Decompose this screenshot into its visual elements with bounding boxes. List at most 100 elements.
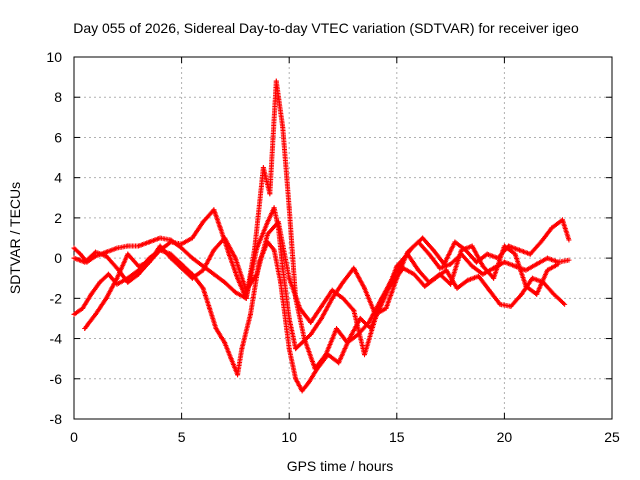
data-point: [544, 255, 550, 261]
data-point: [508, 303, 514, 309]
data-point: [239, 346, 245, 352]
data-point: [179, 241, 185, 247]
data-point: [71, 245, 77, 251]
data-point: [88, 291, 94, 297]
data-point: [278, 279, 284, 285]
data-point: [243, 287, 249, 293]
chart-title: Day 055 of 2026, Sidereal Day-to-day VTE…: [73, 20, 579, 36]
data-point: [443, 267, 449, 273]
data-point: [491, 275, 497, 281]
data-point: [136, 243, 142, 249]
data-point: [318, 315, 324, 321]
x-axis-label: GPS time / hours: [287, 458, 394, 474]
data-point: [566, 257, 572, 263]
data-point: [80, 305, 86, 311]
data-point: [366, 319, 372, 325]
y-tick-label: -2: [50, 290, 63, 306]
data-point: [476, 273, 482, 279]
y-tick-label: 8: [54, 89, 62, 105]
data-point: [71, 255, 77, 261]
data-track: [71, 78, 571, 372]
data-point: [484, 251, 490, 257]
data-point: [308, 332, 314, 338]
data-point: [301, 336, 307, 342]
data-point: [286, 346, 292, 352]
data-point: [125, 243, 131, 249]
data-point: [405, 251, 411, 257]
data-point: [415, 267, 421, 273]
data-point: [168, 239, 174, 245]
data-point: [534, 261, 540, 267]
axis-ticks: [73, 56, 613, 420]
data-point: [362, 352, 368, 358]
data-point: [383, 305, 389, 311]
data-point: [437, 265, 443, 271]
data-point: [280, 124, 286, 130]
data-point: [286, 205, 292, 211]
data-point: [458, 247, 464, 253]
data-point: [372, 315, 378, 321]
data-point: [103, 253, 109, 259]
data-point: [560, 217, 566, 223]
data-point: [362, 285, 368, 291]
data-point: [97, 279, 103, 285]
y-tick-label: 10: [46, 49, 62, 65]
data-point: [357, 315, 363, 321]
data-point: [125, 279, 131, 285]
data-point: [211, 247, 217, 253]
data-point: [114, 245, 120, 251]
data-point: [411, 271, 417, 277]
data-point: [146, 239, 152, 245]
y-axis-label: SDTVAR / TECUs: [7, 182, 23, 294]
data-point: [146, 259, 152, 265]
data-point: [252, 245, 258, 251]
data-point: [383, 291, 389, 297]
data-point: [273, 78, 279, 84]
data-point: [473, 259, 479, 265]
data-point: [549, 225, 555, 231]
data-point: [254, 271, 260, 277]
data-point: [538, 239, 544, 245]
data-point: [280, 265, 286, 271]
data-point: [265, 219, 271, 225]
data-point: [82, 326, 88, 331]
data-point: [77, 251, 83, 257]
data-point: [136, 263, 142, 269]
data-point: [189, 275, 195, 281]
data-point: [211, 271, 217, 277]
data-point: [93, 311, 99, 317]
data-point: [157, 243, 163, 249]
data-point: [409, 245, 415, 251]
data-point: [519, 291, 525, 297]
y-tick-label: 0: [54, 250, 62, 266]
data-point: [562, 301, 568, 307]
data-point: [222, 279, 228, 285]
data-point: [105, 271, 111, 277]
data-point: [394, 263, 400, 269]
data-point: [114, 275, 120, 281]
data-point: [271, 205, 277, 211]
data-point: [260, 165, 266, 171]
data-point: [200, 267, 206, 273]
x-tick-labels: 0 5 10 15 20 25: [70, 429, 620, 445]
data-point: [400, 265, 406, 271]
data-point: [426, 251, 432, 257]
data-point: [168, 255, 174, 261]
data-point: [114, 265, 120, 271]
data-point: [544, 267, 550, 273]
data-point: [82, 259, 88, 265]
data-point: [448, 261, 454, 267]
data-point: [308, 319, 314, 325]
data-point: [179, 265, 185, 271]
data-point: [480, 271, 486, 277]
x-tick-label: 0: [70, 429, 78, 445]
data-point: [217, 225, 223, 231]
data-point: [501, 259, 507, 265]
data-point: [213, 326, 219, 331]
data-point: [516, 247, 522, 253]
data-point: [136, 271, 142, 277]
data-point: [265, 231, 271, 237]
data-point: [329, 287, 335, 293]
data-point: [200, 219, 206, 225]
